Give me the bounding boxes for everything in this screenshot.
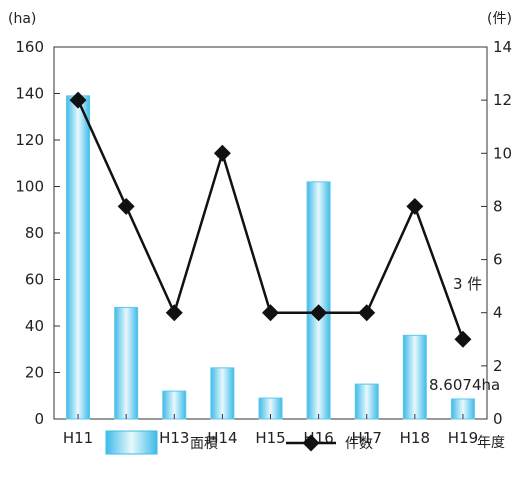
right-tick-label: 6 [493, 251, 503, 269]
left-axis-unit: (ha) [8, 11, 36, 27]
x-tick-label: H18 [400, 429, 430, 447]
line-series [69, 91, 472, 348]
count-marker-h17 [358, 304, 376, 322]
x-tick-label: H11 [63, 429, 93, 447]
bar-h16 [306, 181, 331, 420]
x-tick-label: H13 [159, 429, 189, 447]
bar-h12 [114, 306, 139, 420]
right-tick-label: 10 [493, 144, 512, 162]
count-marker-h13 [165, 304, 183, 322]
legend-line-label: 件数 [345, 436, 373, 452]
left-tick-label: 40 [25, 317, 44, 335]
right-tick-label: 14 [493, 38, 512, 56]
count-marker-h19 [454, 330, 472, 348]
right-tick-label: 8 [493, 197, 503, 215]
left-tick-label: 120 [15, 131, 44, 149]
x-tick-label: H15 [255, 429, 285, 447]
right-tick-label: 12 [493, 91, 512, 109]
x-tick-label: H17 [352, 429, 382, 447]
x-tick-label: H19 [448, 429, 478, 447]
bar-h11 [66, 95, 91, 420]
left-axis-ticks: 0 20 40 60 80 100 120 140 160 [15, 38, 60, 428]
legend-line-marker [302, 434, 320, 452]
x-tick-label: H14 [207, 429, 237, 447]
left-tick-label: 100 [15, 178, 44, 196]
left-tick-label: 60 [25, 271, 44, 289]
count-marker-h12 [117, 197, 135, 215]
count-marker-h15 [262, 304, 279, 322]
count-marker-h18 [406, 197, 424, 215]
left-tick-label: 20 [25, 364, 44, 382]
annotation-count-h19: 3 件 [453, 275, 482, 293]
right-axis-unit: (件) [487, 11, 512, 27]
bar-series [66, 95, 475, 420]
bar-h14 [210, 367, 235, 420]
left-tick-label: 140 [15, 85, 44, 103]
count-line [76, 99, 465, 340]
count-marker-h11 [69, 91, 87, 109]
right-tick-label: 4 [493, 304, 503, 322]
right-tick-label: 0 [493, 410, 503, 428]
x-axis-unit: 年度 [477, 435, 505, 451]
left-tick-label: 0 [34, 410, 44, 428]
bar-h18 [402, 334, 427, 420]
legend: 面積 件数 [105, 430, 373, 455]
left-tick-label: 80 [25, 224, 44, 242]
count-marker-h14 [213, 144, 231, 162]
right-tick-label: 2 [493, 357, 503, 375]
right-axis-ticks: 0 2 4 6 8 10 12 14 [481, 38, 512, 428]
bar-h17 [354, 383, 379, 420]
legend-bar-swatch [105, 430, 158, 455]
annotation-area-h19: 8.6074ha [429, 376, 500, 394]
legend-bar-label: 面積 [190, 436, 218, 452]
left-tick-label: 160 [15, 38, 44, 56]
count-marker-h16 [310, 304, 328, 322]
